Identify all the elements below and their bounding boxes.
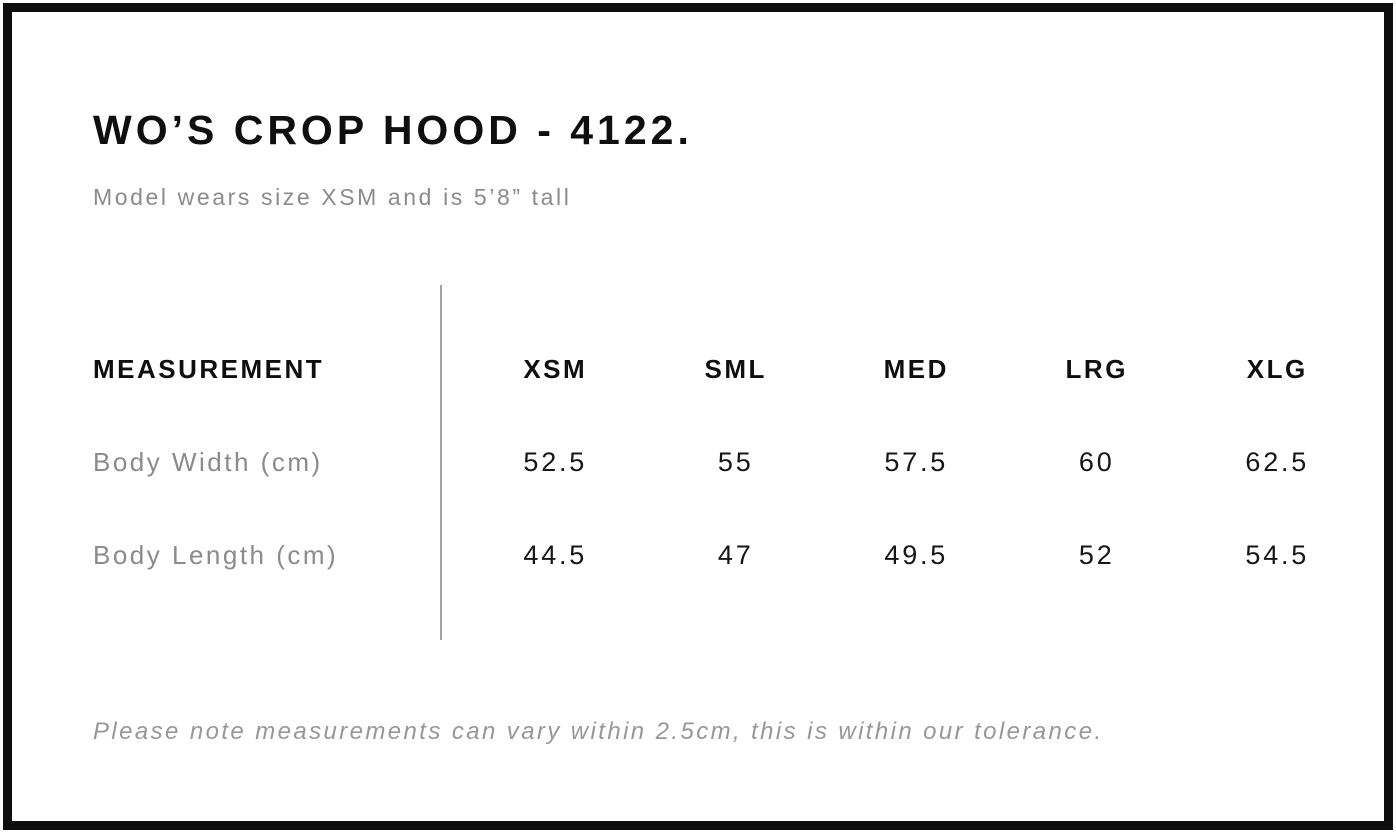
size-chart-table: MEASUREMENT XSM SML MED LRG XLG Body Wid… bbox=[93, 323, 1368, 602]
column-header-measurement: MEASUREMENT bbox=[93, 354, 325, 384]
body-width-med-value: 57.5 bbox=[884, 447, 949, 477]
tolerance-note: Please note measurements can vary within… bbox=[93, 718, 1104, 745]
column-header-lrg: LRG bbox=[1065, 354, 1128, 384]
column-header-med: MED bbox=[883, 354, 949, 384]
body-width-xsm-value: 52.5 bbox=[523, 447, 588, 477]
table-vertical-divider bbox=[440, 285, 442, 640]
row-label-body-length: Body Length (cm) bbox=[93, 540, 339, 570]
body-length-lrg-value: 52 bbox=[1078, 540, 1115, 570]
page-border-frame: WO’S CROP HOOD - 4122. Model wears size … bbox=[3, 3, 1393, 830]
body-length-med-value: 49.5 bbox=[884, 540, 949, 570]
column-header-sml: SML bbox=[704, 354, 767, 384]
model-size-note: Model wears size XSM and is 5’8” tall bbox=[93, 184, 572, 210]
body-length-sml-value: 47 bbox=[717, 540, 754, 570]
body-length-xsm-value: 44.5 bbox=[523, 540, 588, 570]
page-title: WO’S CROP HOOD - 4122. bbox=[93, 107, 693, 153]
body-length-xlg-value: 54.5 bbox=[1245, 540, 1310, 570]
body-width-xlg-value: 62.5 bbox=[1245, 447, 1310, 477]
body-width-sml-value: 55 bbox=[717, 447, 754, 477]
body-width-lrg-value: 60 bbox=[1078, 447, 1115, 477]
column-header-xlg: XLG bbox=[1246, 354, 1308, 384]
row-label-body-width: Body Width (cm) bbox=[93, 447, 323, 477]
column-header-xsm: XSM bbox=[523, 354, 588, 384]
